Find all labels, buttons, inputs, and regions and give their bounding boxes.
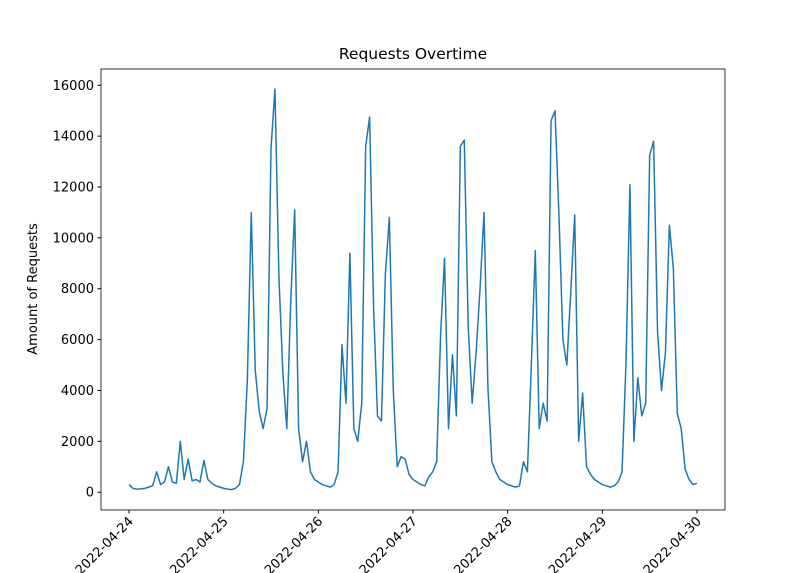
x-tick-label: 2022-04-25 xyxy=(167,514,231,573)
y-tick-label: 8000 xyxy=(61,282,94,297)
y-tick-label: 2000 xyxy=(61,435,94,450)
x-tick-label: 2022-04-27 xyxy=(357,514,421,573)
y-tick-label: 4000 xyxy=(61,384,94,399)
y-tick-label: 0 xyxy=(86,486,94,501)
x-tick-label: 2022-04-24 xyxy=(73,514,137,573)
data-line xyxy=(128,88,698,491)
y-tick-label: 6000 xyxy=(61,333,94,348)
y-tick-label: 12000 xyxy=(53,181,94,196)
x-tick-label: 2022-04-28 xyxy=(451,514,515,573)
x-tick-label: 2022-04-29 xyxy=(546,514,610,573)
y-tick-label: 10000 xyxy=(53,231,94,246)
x-tick-label: 2022-04-26 xyxy=(262,514,326,573)
chart-title: Requests Overtime xyxy=(339,45,487,63)
y-axis-label: Amount of Requests xyxy=(26,223,41,355)
plot-frame xyxy=(100,68,726,511)
y-tick-label: 14000 xyxy=(53,130,94,145)
x-tick-label: 2022-04-30 xyxy=(641,514,705,573)
y-tick-label: 16000 xyxy=(53,79,94,94)
